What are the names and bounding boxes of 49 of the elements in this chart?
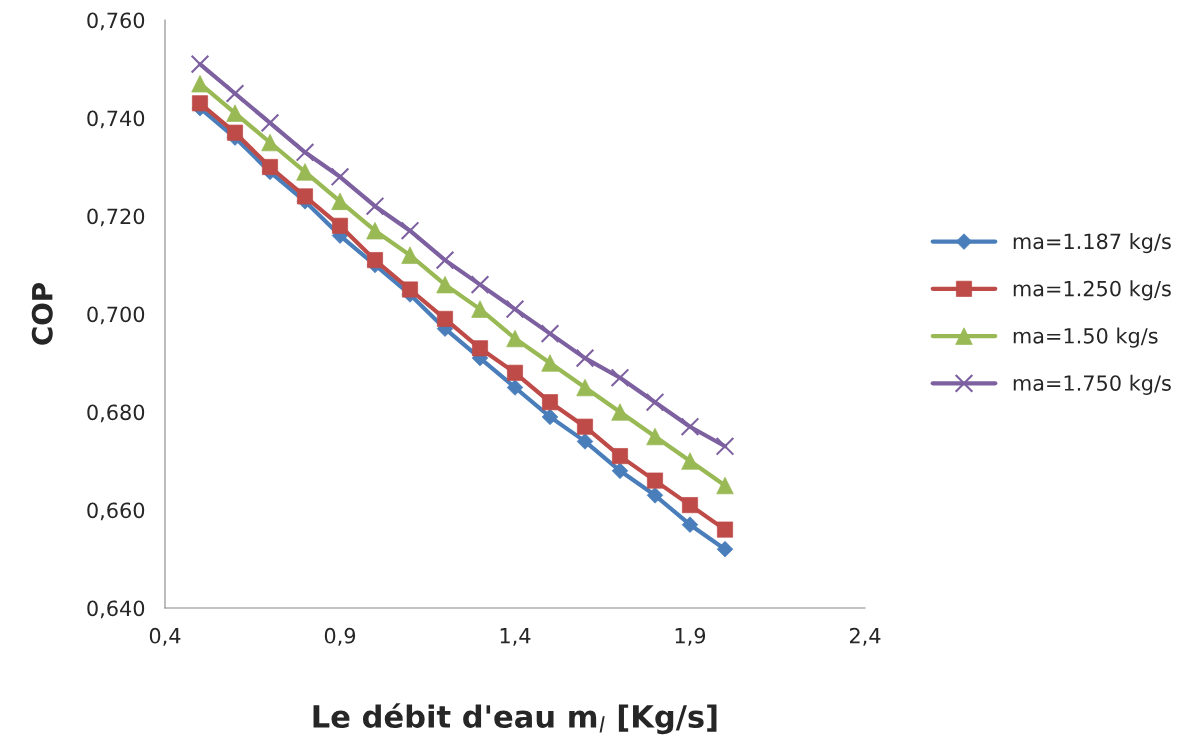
point xyxy=(436,275,454,294)
point xyxy=(505,299,525,319)
point xyxy=(472,340,488,357)
point xyxy=(680,417,700,437)
point xyxy=(191,75,209,93)
y-tick-label: 0,640 xyxy=(87,600,145,619)
point xyxy=(295,142,315,162)
y-tick-label: 0,740 xyxy=(87,110,145,129)
point xyxy=(716,476,734,495)
point xyxy=(400,221,420,241)
x-axis-title: Le débit d'eau m$_{l}$ [Kg/s] xyxy=(313,703,717,735)
point xyxy=(437,310,453,327)
point xyxy=(610,368,630,388)
point xyxy=(402,281,418,298)
legend-label: ma=1.250 kg/s xyxy=(1013,280,1171,301)
x-tick-label: 1,4 xyxy=(500,628,531,646)
point xyxy=(190,54,210,74)
y-tick-label: 0,760 xyxy=(87,12,145,31)
point xyxy=(365,196,385,216)
point xyxy=(261,133,279,152)
point xyxy=(227,124,243,141)
legend-label: ma=1.187 kg/s xyxy=(1013,233,1171,254)
point xyxy=(225,84,245,103)
point xyxy=(507,364,523,381)
x-tick-label: 0,9 xyxy=(324,627,356,646)
y-tick-label: 0,660 xyxy=(87,502,145,521)
y-tick-label: 0,720 xyxy=(87,208,145,227)
point xyxy=(332,217,348,234)
point xyxy=(681,516,699,533)
point xyxy=(715,436,735,456)
x-tick-label: 0,4 xyxy=(149,627,181,646)
y-tick-label: 0,680 xyxy=(87,404,145,423)
point xyxy=(575,348,595,368)
y-tick-label: 0,700 xyxy=(87,306,145,325)
point xyxy=(540,324,560,343)
point xyxy=(330,167,350,187)
point xyxy=(645,392,665,412)
point xyxy=(506,379,524,396)
point xyxy=(470,275,490,294)
y-axis-title: COP xyxy=(31,282,53,345)
point xyxy=(542,394,558,411)
legend-label: ma=1.750 kg/s xyxy=(1013,374,1171,395)
point xyxy=(646,427,664,446)
x-tick-label: 2,4 xyxy=(849,627,881,646)
point xyxy=(717,521,733,538)
x-tick-label: 1,9 xyxy=(675,627,706,646)
point xyxy=(435,250,455,270)
point xyxy=(260,113,280,133)
legend-label: ma=1.50 kg/s xyxy=(1013,327,1158,348)
